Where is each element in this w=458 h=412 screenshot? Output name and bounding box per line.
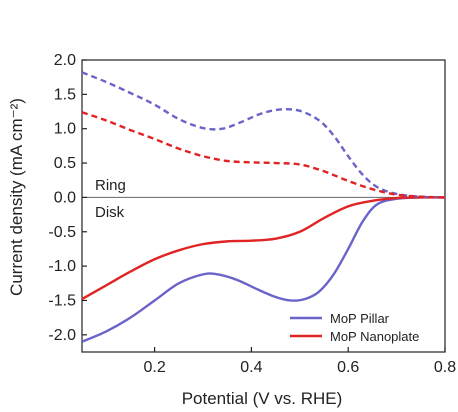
axes: 0.2 0.4 0.6 0.8 2.0 1.5 1.0 0.5 0.0 -0.5 -1.0 -1.5 -… (48, 52, 456, 376)
y-tick-label: 1.5 (54, 86, 76, 103)
x-tick-label: 0.6 (337, 359, 359, 376)
y-tick-label: 0.5 (54, 155, 76, 172)
y-axis-label: Current density (mA cm⁻²) (7, 98, 26, 296)
x-tick-label: 0.8 (434, 359, 456, 376)
y-tick-label: -0.5 (48, 224, 76, 241)
y-tick-label: 1.0 (54, 121, 76, 138)
x-tick-label: 0.4 (240, 359, 262, 376)
plot-area (81, 71, 446, 343)
series-line-mop-pillar-disk (81, 196, 446, 343)
series-line-mop-nanoplate-disk (81, 196, 446, 301)
legend-label: MoP Pillar (330, 311, 390, 326)
y-tick-label: -2.0 (48, 327, 76, 344)
y-tick-label: -1.5 (48, 292, 76, 309)
ring-label: Ring (95, 177, 126, 194)
series-line-mop-nanoplate-ring (81, 111, 446, 199)
x-axis-label: Potential (V vs. RHE) (182, 389, 343, 408)
series-line-mop-pillar-ring (81, 71, 446, 199)
y-tick-label: 0.0 (54, 189, 76, 206)
plot-frame (81, 59, 446, 353)
legend-label: MoP Nanoplate (330, 329, 419, 344)
legend: MoP Pillar MoP Nanoplate (290, 311, 419, 344)
disk-label: Disk (95, 204, 125, 221)
x-tick-label: 0.2 (143, 359, 165, 376)
y-tick-label: -1.0 (48, 258, 76, 275)
y-tick-label: 2.0 (54, 52, 76, 69)
